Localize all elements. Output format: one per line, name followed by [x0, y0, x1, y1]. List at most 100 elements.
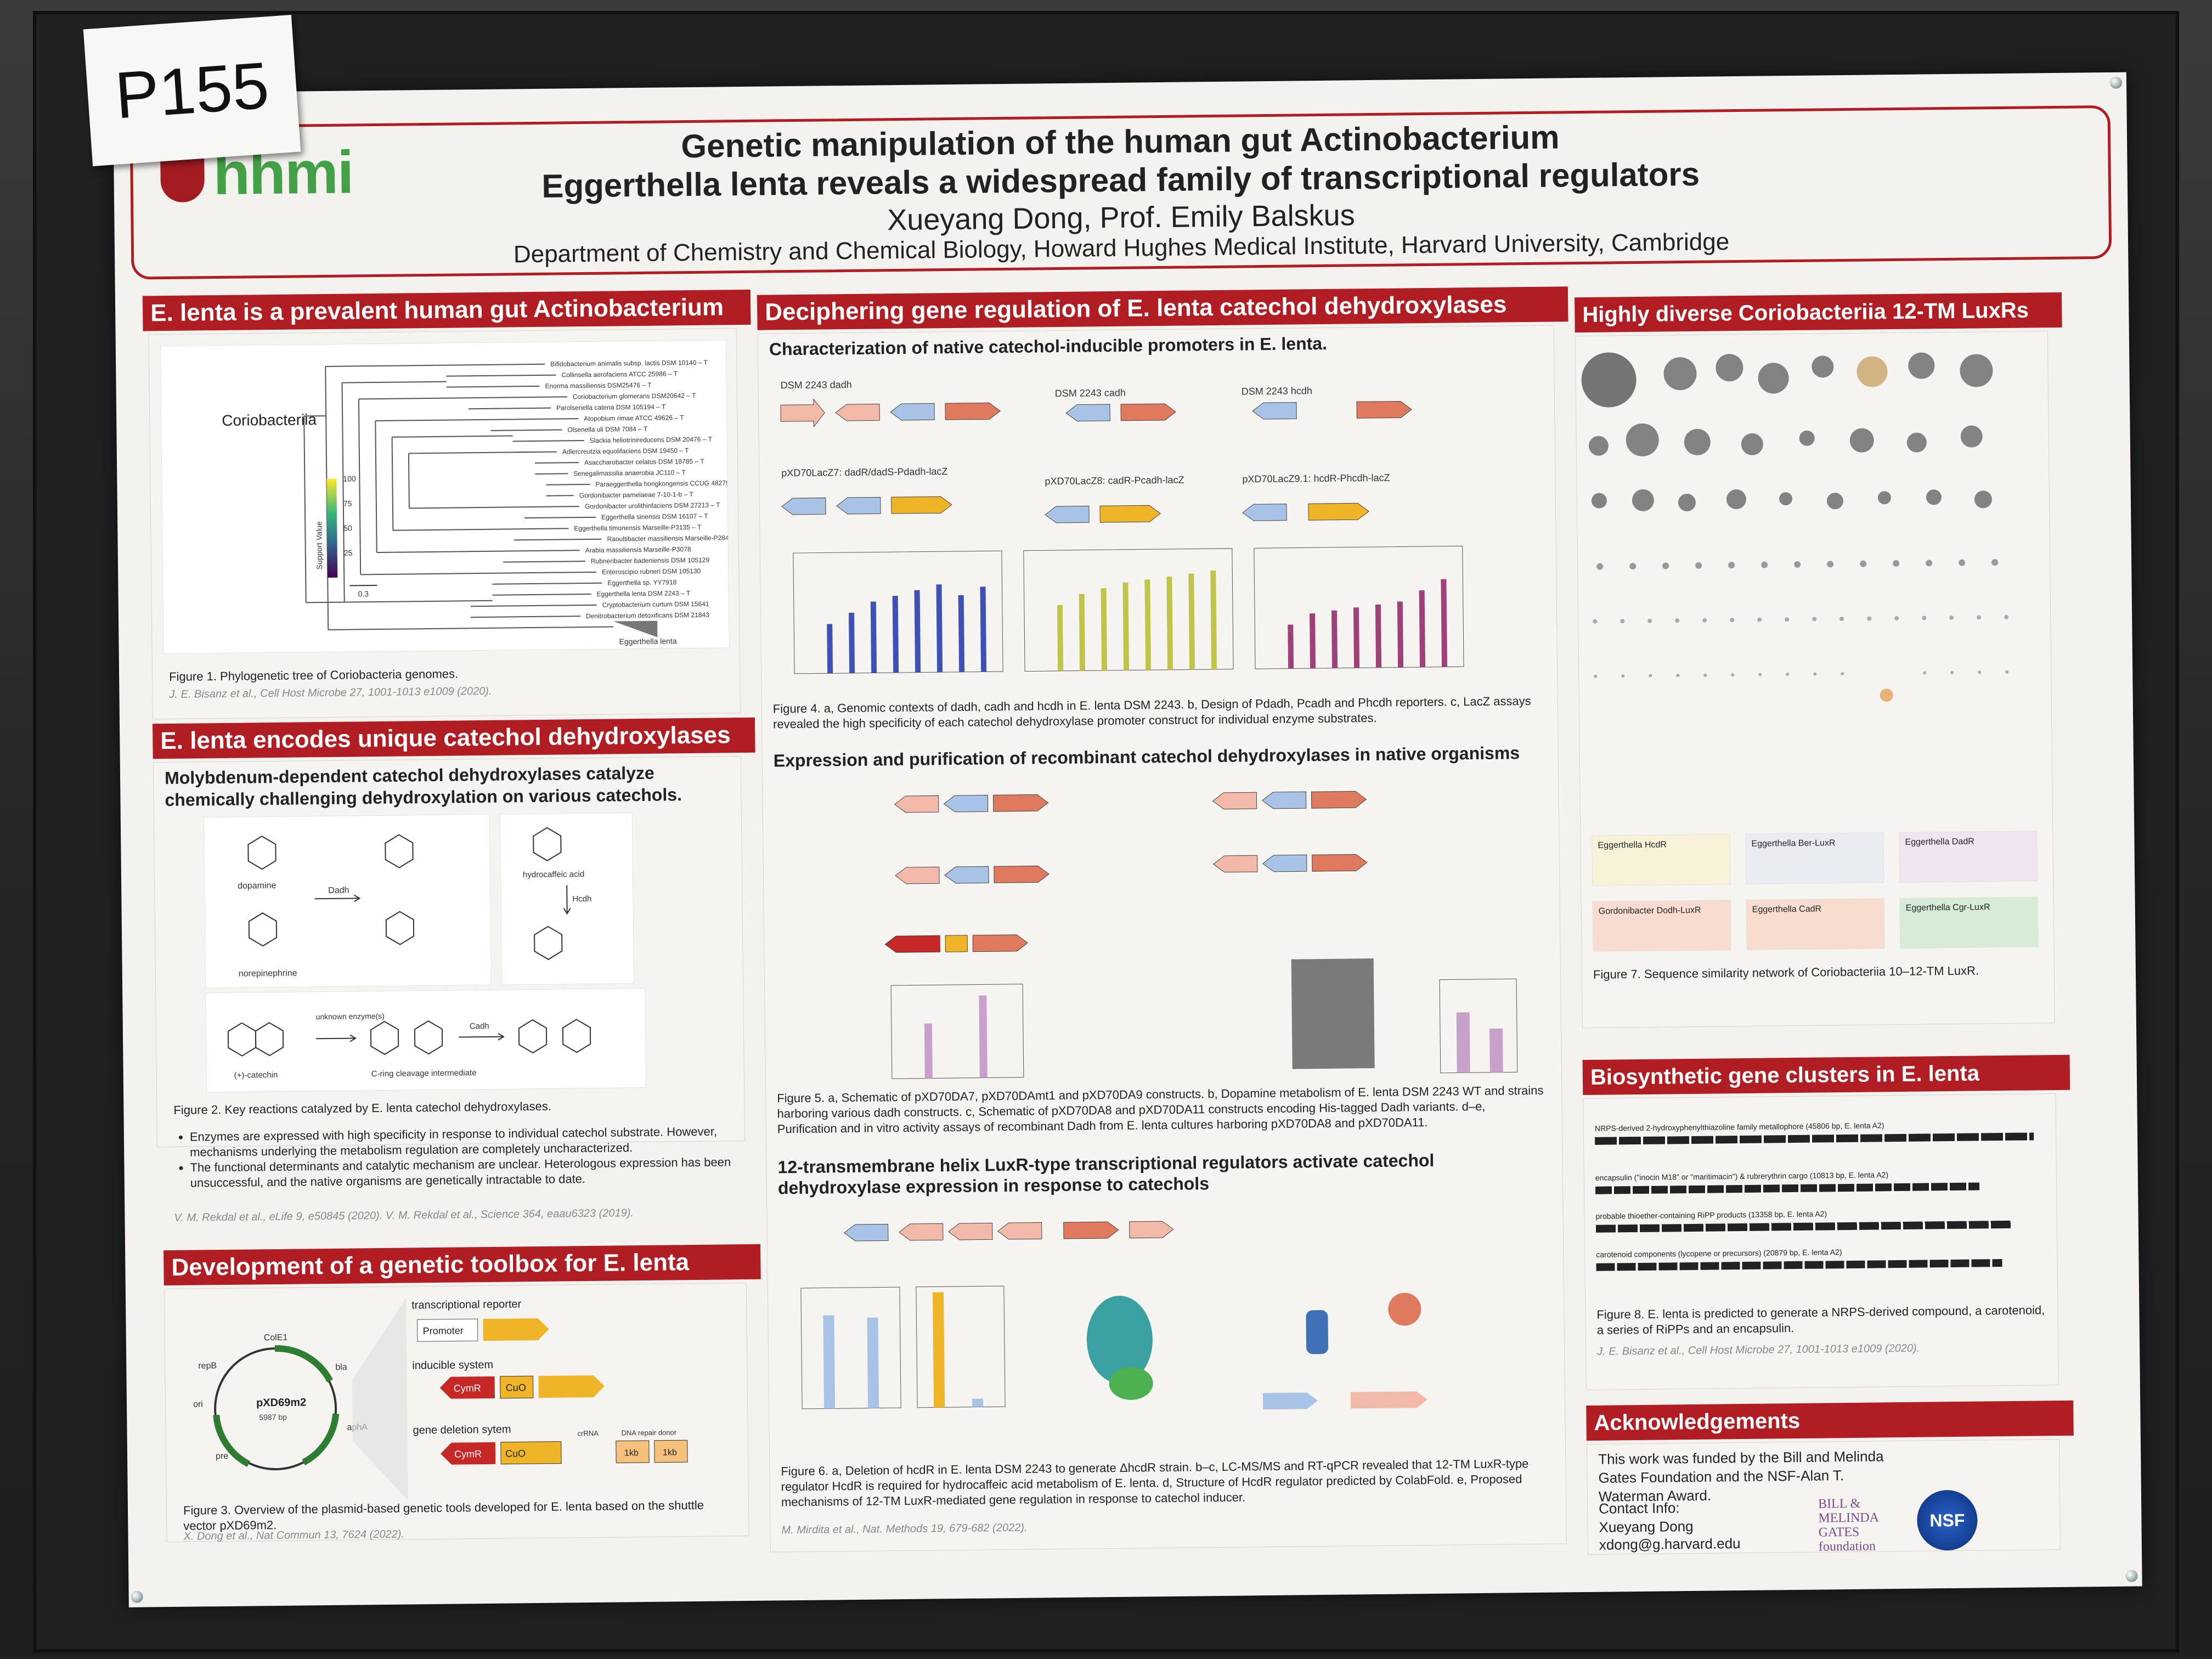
mechanism-diagram: [1262, 1293, 1428, 1410]
svg-text:Bifidobacterium animalis subsp: Bifidobacterium animalis subsp. lactis D…: [550, 359, 708, 368]
figure2-reference: V. M. Rekdal et al., eLife 9, e50845 (20…: [174, 1207, 634, 1224]
cadh-label: Cadh: [470, 1022, 489, 1031]
ssn-box: Eggerthella DadR: [1899, 831, 2038, 883]
section2-bullets: Enzymes are expressed with high specific…: [173, 1124, 733, 1191]
hydrocaffeic-label: hydrocaffeic acid: [523, 870, 584, 879]
colorbar-tick: 100: [343, 474, 356, 483]
svg-text:Parolsenella catena DSM 105194: Parolsenella catena DSM 105194 – T: [556, 403, 666, 411]
section2-subtitle1: Molybdenum-dependent catechol dehydroxyl…: [164, 763, 654, 788]
norepinephrine-label: norepinephrine: [239, 969, 297, 979]
colorbar-tick: 50: [343, 523, 352, 532]
donor-label: DNA repair donor: [622, 1428, 677, 1437]
locus-label: DSM 2243 cadh: [1055, 387, 1126, 399]
svg-text:Raoultibacter massiliensis Mar: Raoultibacter massiliensis Marseille-P28…: [607, 534, 729, 543]
figure6-reference: M. Mirdita et al., Nat. Methods 19, 679-…: [781, 1521, 1028, 1537]
unknown-enzyme-label: unknown enzyme(s): [316, 1012, 385, 1021]
section7-panel: This work was funded by the Bill and Mel…: [1586, 1438, 2061, 1555]
figure1-caption: Figure 1. Phylogenetic tree of Coriobact…: [169, 667, 459, 684]
svg-text:Slackia heliotrinireducens DSM: Slackia heliotrinireducens DSM 20476 – T: [590, 436, 713, 444]
section5-banner: Highly diverse Coriobacteriia 12-TM LuxR…: [1575, 292, 2062, 333]
section2-panel: Molybdenum-dependent catechol dehydroxyl…: [153, 756, 746, 1148]
figure1-reference: J. E. Bisanz et al., Cell Host Microbe 2…: [169, 685, 492, 701]
hcdh-reaction-box: hydrocaffeic acid Hcdh: [499, 812, 635, 985]
colorbar-label: Support Value: [314, 521, 324, 569]
contact-label: Contact Info:: [1599, 1499, 1680, 1517]
figure2-caption: Figure 2. Key reactions catalyzed by E. …: [173, 1099, 551, 1117]
svg-text:Senegalimassilia anaerobia JC1: Senegalimassilia anaerobia JC110 – T: [573, 469, 686, 477]
phylogenetic-tree-figure: Coriobacteriia Bifidobacterium animalis …: [160, 340, 730, 654]
ssn-box: Eggerthella CadR: [1746, 898, 1885, 950]
figure8-reference: J. E. Bisanz et al., Cell Host Microbe 2…: [1597, 1342, 1920, 1358]
scale-bar-label: 0.3: [358, 589, 369, 598]
section3-panel: pXD69m2 5987 bp ColE1 bla repB ori pre a…: [163, 1283, 749, 1543]
bgc-track-label: probable thioether-containing RiPP produ…: [1595, 1209, 1827, 1221]
support-value-colorbar: [326, 478, 338, 578]
svg-text:Atopobium rimae ATCC 49626 – T: Atopobium rimae ATCC 49626 – T: [584, 414, 684, 422]
svg-text:Eggerthella sp. YY7918: Eggerthella sp. YY7918: [607, 578, 676, 586]
construct-label: pXD70LacZ7: dadR/dadS-Pdadh-lacZ: [781, 466, 947, 478]
cymr-label: CymR: [454, 1448, 482, 1460]
svg-text:Asaccharobacter celatus DSM 18: Asaccharobacter celatus DSM 18785 – T: [584, 458, 704, 466]
kb-label: 1kb: [663, 1448, 677, 1457]
svg-text:Enteroscipio rubneri DSM 10513: Enteroscipio rubneri DSM 105130: [602, 567, 701, 576]
figure4-caption: Figure 4. a, Genomic contexts of dadh, c…: [772, 693, 1531, 731]
ssn-box: Eggerthella Cgr-LuxR: [1899, 896, 2039, 949]
section4-subtitle1: Characterization of native catechol-indu…: [769, 333, 1328, 359]
poster-header: hhmi Genetic manipulation of the human g…: [129, 105, 2112, 280]
promoter-figure: DSM 2243 dadh DSM 2243 cadh DSM 2243 hcd…: [780, 379, 1464, 674]
leaf-label: Eggerthella lenta: [619, 636, 676, 646]
intermediate-label: C-ring cleavage intermediate: [371, 1068, 477, 1079]
plasmid-part-label: repB: [198, 1361, 217, 1370]
construct-label: pXD70LacZ9.1: hcdR-Phcdh-lacZ: [1242, 472, 1390, 485]
svg-text:Olsenella uli DSM 7084 – T: Olsenella uli DSM 7084 – T: [567, 425, 648, 434]
bullet-specificity: Enzymes are expressed with high specific…: [190, 1124, 733, 1160]
catechin-label: (+)-catechin: [234, 1070, 278, 1080]
bgc-track-label: carotenoid components (lycopene or precu…: [1596, 1248, 1842, 1259]
svg-text:Coriobacterium glomerans DSM20: Coriobacterium glomerans DSM20642 – T: [573, 392, 696, 400]
ssn-box: Eggerthella HcdR: [1592, 834, 1731, 886]
figure7-caption: Figure 7. Sequence similarity network of…: [1593, 963, 1979, 981]
hydrocaffeic-structures: hydrocaffeic acid Hcdh: [523, 827, 592, 960]
ssn-box: Eggerthella Ber-LuxR: [1745, 832, 1884, 884]
sds-page-gel: [1291, 958, 1375, 1069]
figure6-caption: Figure 6. a, Deletion of hcdR in E. lent…: [781, 1457, 1529, 1509]
cuo-label: CuO: [506, 1382, 526, 1393]
pin-icon: [131, 1590, 143, 1603]
crrna-label: crRNA: [578, 1429, 599, 1437]
colorbar-tick: 25: [344, 548, 353, 557]
ssn-box-label: Eggerthella Ber-LuxR: [1751, 838, 1836, 849]
svg-text:Arabia massiliensis Marseille-: Arabia massiliensis Marseille-P3078: [585, 545, 691, 554]
bgc-track-label: encapsulin ("inocin M18" or "maritimacin…: [1595, 1170, 1889, 1182]
pin-icon: [2109, 76, 2123, 89]
ssn-box-label: Eggerthella HcdR: [1598, 840, 1667, 850]
promoter-label: Promoter: [423, 1325, 464, 1336]
section4-panel: Characterization of native catechol-indu…: [757, 325, 1567, 1553]
section2-subtitle2: chemically challenging dehydroxylation o…: [165, 785, 682, 810]
nsf-logo: NSF: [1916, 1489, 1978, 1551]
section1-banner: E. lenta is a prevalent human gut Actino…: [142, 289, 751, 331]
colorbar-tick: 75: [343, 499, 352, 507]
pin-icon: [2125, 1570, 2138, 1582]
section3-banner: Development of a genetic toolbox for E. …: [163, 1244, 761, 1286]
hcdh-label: Hcdh: [572, 894, 591, 904]
svg-text:Eggerthella lenta DSM 2243 – T: Eggerthella lenta DSM 2243 – T: [597, 589, 691, 598]
inducible-label: inducible system: [412, 1359, 493, 1372]
expression-figure: [884, 791, 1518, 1079]
plasmid-part-label: pre: [216, 1452, 228, 1461]
figure8-caption: Figure 8. E. lenta is predicted to gener…: [1596, 1303, 2045, 1337]
gates-foundation-logo: BILL & MELINDA GATES foundation: [1818, 1496, 1878, 1554]
ssn-box-label: Eggerthella CadR: [1752, 904, 1822, 915]
svg-text:Adlercreutzia equolifaciens DS: Adlercreutzia equolifaciens DSM 19450 – …: [562, 447, 689, 455]
plasmid-name: pXD69m2: [256, 1396, 306, 1409]
locus-label: DSM 2243 hcdh: [1242, 385, 1312, 397]
plasmid-size: 5987 bp: [259, 1413, 287, 1422]
svg-text:Gordonibacter urolithinfaciens: Gordonibacter urolithinfaciens DSM 27213…: [585, 501, 720, 510]
section4-banner: Deciphering gene regulation of E. lenta …: [757, 286, 1568, 330]
section6-panel: NRPS-derived 2-hydroxyphenylthiazoline f…: [1583, 1093, 2059, 1391]
dopamine-label: dopamine: [238, 881, 276, 891]
dopamine-structures: dopamine norepinephrine Dadh: [238, 834, 415, 979]
section6-banner: Biosynthetic gene clusters in E. lenta: [1582, 1054, 2070, 1096]
section1-panel: Coriobacteriia Bifidobacterium animalis …: [148, 328, 741, 720]
dadh-reaction-box: dopamine norepinephrine Dadh: [203, 814, 492, 989]
section7-banner: Acknowledgements: [1586, 1400, 2074, 1441]
